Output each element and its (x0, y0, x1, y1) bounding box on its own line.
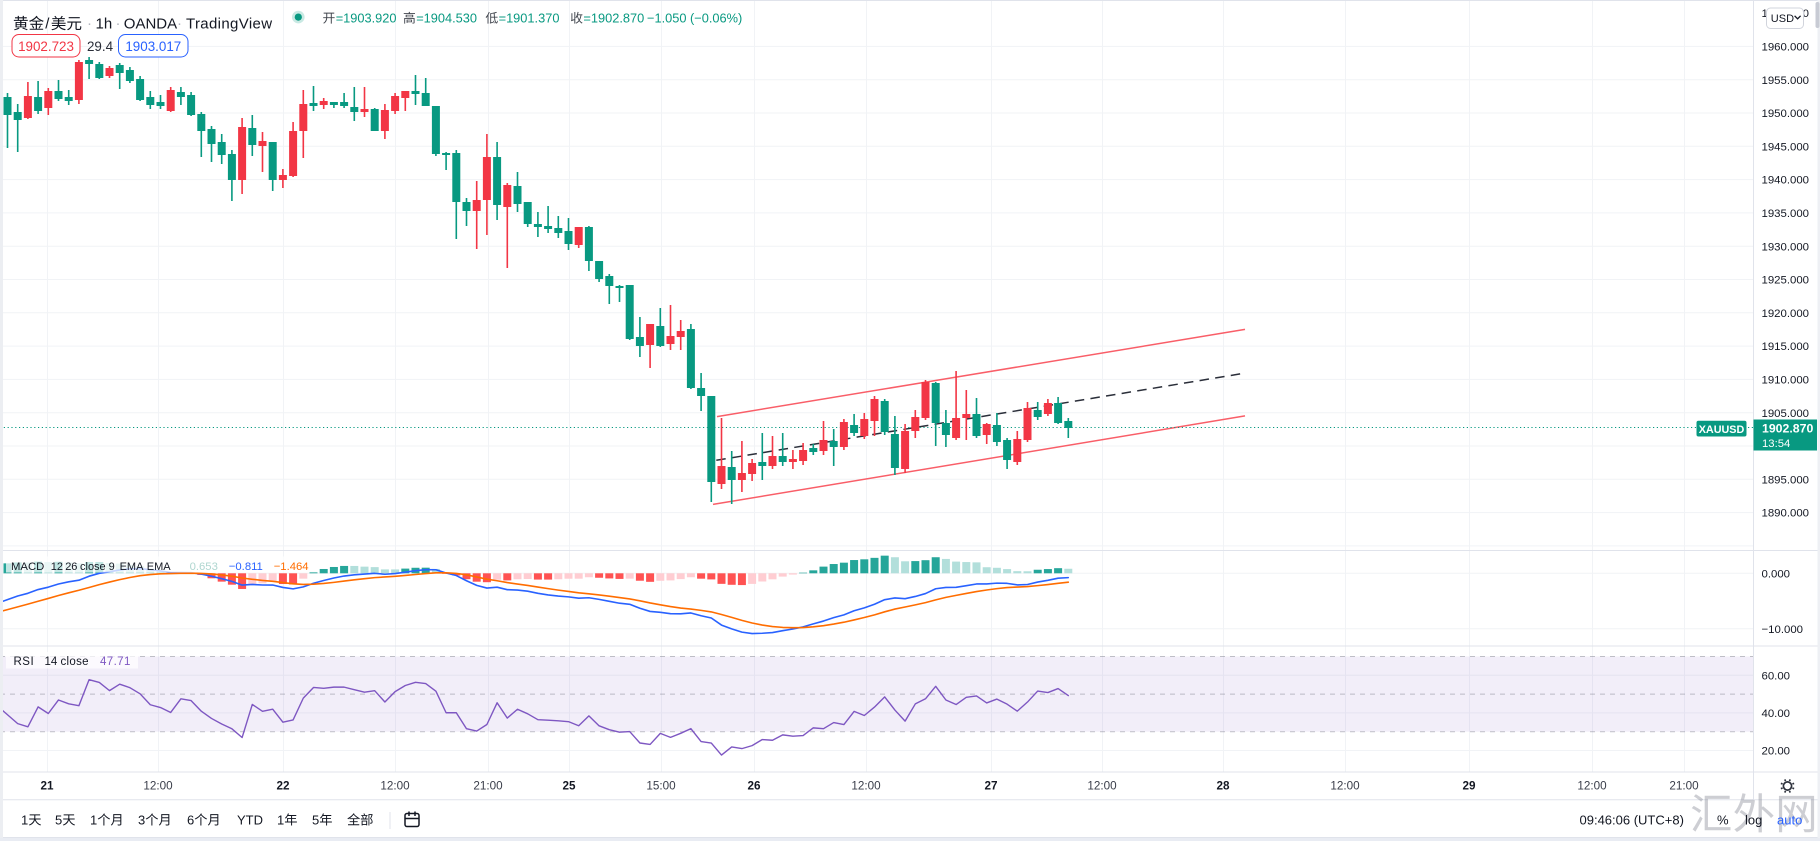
svg-text:5: 5 (312, 813, 319, 828)
svg-text:15:00: 15:00 (646, 780, 676, 793)
svg-text:=1903.920: =1903.920 (336, 10, 397, 25)
svg-text:12:00: 12:00 (1087, 780, 1117, 793)
svg-text:log: log (1745, 813, 1762, 828)
svg-text:·: · (177, 15, 182, 32)
svg-text:(−0.06%): (−0.06%) (690, 10, 742, 25)
svg-text:auto: auto (1777, 813, 1802, 828)
svg-text:1: 1 (90, 813, 97, 828)
svg-text:EMA: EMA (147, 561, 172, 573)
svg-text:1930.000: 1930.000 (1762, 241, 1810, 253)
svg-text:EMA: EMA (120, 561, 145, 573)
svg-text:1895.000: 1895.000 (1762, 474, 1810, 486)
svg-text:60.00: 60.00 (1762, 670, 1791, 682)
svg-text:1: 1 (277, 813, 284, 828)
svg-text:3: 3 (138, 813, 145, 828)
svg-text:1890.000: 1890.000 (1762, 508, 1810, 520)
svg-text:1902.723: 1902.723 (18, 39, 74, 54)
svg-text:21:00: 21:00 (1669, 780, 1699, 793)
svg-text:1935.000: 1935.000 (1762, 208, 1810, 220)
svg-text:25: 25 (562, 780, 576, 793)
svg-text:XAUUSD: XAUUSD (1699, 424, 1745, 436)
svg-text:0.653: 0.653 (190, 561, 218, 573)
svg-text:40.00: 40.00 (1762, 708, 1791, 720)
svg-text:−0.811: −0.811 (229, 561, 263, 573)
svg-text:12:00: 12:00 (1577, 780, 1607, 793)
svg-text:1905.000: 1905.000 (1762, 408, 1810, 420)
svg-text:1940.000: 1940.000 (1762, 175, 1810, 187)
svg-text:=1901.370: =1901.370 (499, 10, 560, 25)
svg-text:%: % (1717, 813, 1729, 828)
svg-text:close: close (61, 656, 89, 668)
svg-text:21: 21 (40, 780, 54, 793)
svg-text:27: 27 (984, 780, 997, 793)
svg-text:RSI: RSI (14, 656, 35, 668)
svg-text:1945.000: 1945.000 (1762, 141, 1810, 153)
svg-text:1902.870: 1902.870 (1762, 421, 1813, 435)
svg-text:13:54: 13:54 (1762, 438, 1790, 450)
svg-text:USD: USD (1771, 13, 1794, 25)
svg-text:22: 22 (276, 780, 290, 793)
svg-text:TradingView: TradingView (186, 16, 272, 33)
svg-text:26: 26 (747, 780, 761, 793)
svg-text:1h: 1h (96, 16, 113, 33)
svg-text:1955.000: 1955.000 (1762, 75, 1810, 87)
svg-text:12:00: 12:00 (143, 780, 173, 793)
svg-text:5: 5 (55, 813, 62, 828)
svg-text:0.000: 0.000 (1762, 568, 1791, 580)
svg-text:1915.000: 1915.000 (1762, 341, 1810, 353)
svg-text:21:00: 21:00 (473, 780, 503, 793)
svg-text:29: 29 (1462, 780, 1476, 793)
svg-text:20.00: 20.00 (1762, 746, 1791, 758)
svg-text:1910.000: 1910.000 (1762, 375, 1810, 387)
svg-text:26: 26 (65, 561, 77, 573)
svg-text:−1.050: −1.050 (647, 10, 687, 25)
svg-text:1925.000: 1925.000 (1762, 275, 1810, 287)
svg-text:47.71: 47.71 (100, 656, 131, 668)
svg-text:12:00: 12:00 (851, 780, 881, 793)
svg-text:9: 9 (109, 561, 115, 573)
svg-text:OANDA: OANDA (124, 16, 177, 33)
svg-text:=1902.870: =1902.870 (583, 10, 644, 25)
svg-text:12:00: 12:00 (1330, 780, 1360, 793)
svg-text:YTD: YTD (237, 813, 263, 828)
svg-text:09:46:06 (UTC+8): 09:46:06 (UTC+8) (1580, 813, 1684, 828)
svg-text:1903.017: 1903.017 (125, 39, 181, 54)
svg-text:−10.000: −10.000 (1762, 624, 1804, 636)
svg-text:28: 28 (1216, 780, 1230, 793)
svg-text:1920.000: 1920.000 (1762, 308, 1810, 320)
svg-text:MACD: MACD (11, 561, 44, 573)
svg-text:·: · (116, 15, 121, 32)
svg-text:=1904.530: =1904.530 (416, 10, 477, 25)
svg-text:6: 6 (187, 813, 194, 828)
svg-text:1950.000: 1950.000 (1762, 108, 1810, 120)
svg-text:/: / (45, 16, 50, 33)
svg-text:29.4: 29.4 (87, 39, 114, 54)
svg-text:14: 14 (45, 656, 58, 668)
svg-text:1960.000: 1960.000 (1762, 42, 1810, 54)
svg-text:·: · (87, 15, 92, 32)
svg-text:close: close (80, 561, 106, 573)
svg-text:−1.464: −1.464 (274, 561, 309, 573)
svg-text:12: 12 (51, 561, 63, 573)
svg-text:12:00: 12:00 (380, 780, 410, 793)
svg-text:1: 1 (21, 813, 28, 828)
